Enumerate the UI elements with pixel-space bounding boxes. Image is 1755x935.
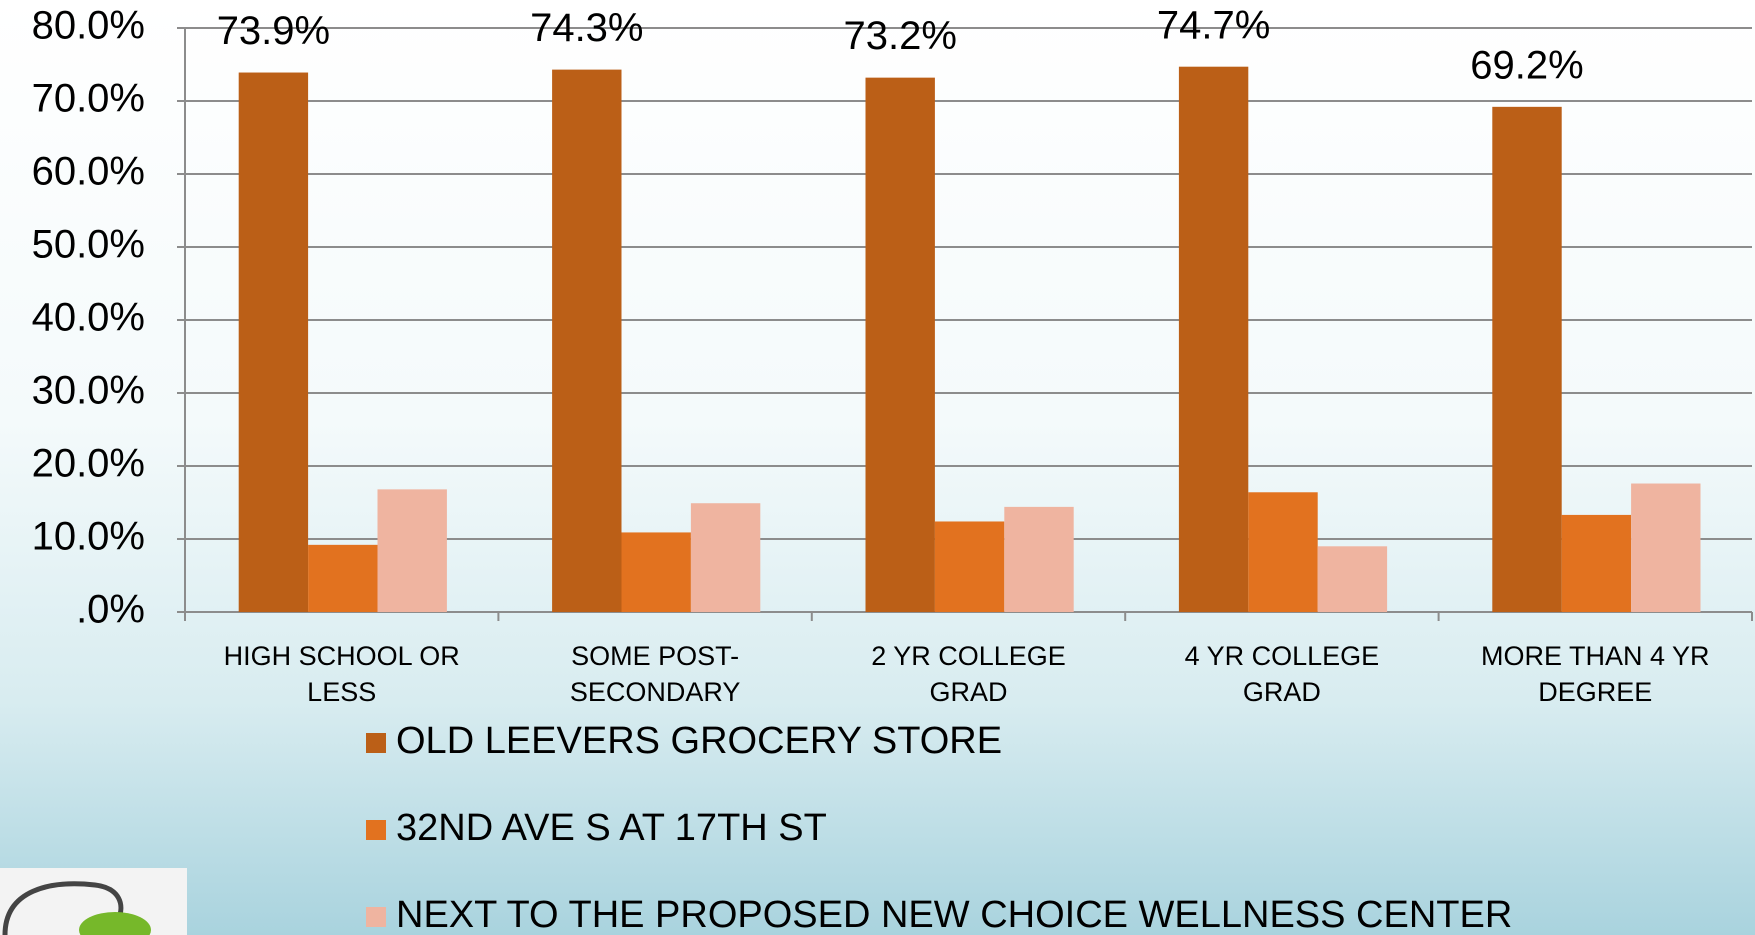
data-label: 73.9% xyxy=(217,9,330,53)
data-label: 74.7% xyxy=(1157,3,1270,47)
y-tick-label: 80.0% xyxy=(32,4,145,48)
y-tick-label: 60.0% xyxy=(32,150,145,194)
legend-swatch xyxy=(366,820,386,840)
bar xyxy=(1178,66,1249,612)
bar xyxy=(377,489,447,612)
bar xyxy=(308,544,378,612)
x-tick-label: HIGH SCHOOL OR LESS xyxy=(223,641,460,707)
bar xyxy=(1492,106,1562,612)
legend-swatch xyxy=(366,907,386,927)
logo xyxy=(0,868,187,935)
bar xyxy=(621,532,691,612)
bar xyxy=(552,69,622,613)
x-tick-label: 2 YR COLLEGE GRAD xyxy=(871,641,1066,707)
y-tick-label: 10.0% xyxy=(32,515,145,559)
bar xyxy=(1631,483,1701,612)
legend-label: 32ND AVE S AT 17TH ST xyxy=(396,807,827,849)
bar xyxy=(1004,506,1074,612)
legend-swatch xyxy=(366,733,386,753)
data-label: 73.2% xyxy=(843,14,956,58)
bar xyxy=(1248,492,1318,612)
x-tick-label: 4 YR COLLEGE GRAD xyxy=(1184,641,1380,707)
bar xyxy=(1317,546,1388,612)
bar xyxy=(238,72,309,612)
legend-label: NEXT TO THE PROPOSED NEW CHOICE WELLNESS… xyxy=(396,894,1512,935)
x-tick-label: SOME POST-SECONDARY xyxy=(569,641,741,707)
y-tick-label: 20.0% xyxy=(32,442,145,486)
y-tick-label: 50.0% xyxy=(32,223,145,267)
bar xyxy=(690,503,761,612)
y-tick-label: 70.0% xyxy=(32,77,145,121)
legend-label: OLD LEEVERS GROCERY STORE xyxy=(396,720,1002,762)
data-label: 74.3% xyxy=(530,6,643,50)
y-tick-label: 30.0% xyxy=(32,369,145,413)
y-tick-label: 40.0% xyxy=(32,296,145,340)
bar xyxy=(934,521,1005,612)
bar xyxy=(865,77,935,612)
x-tick-label: MORE THAN 4 YR DEGREE xyxy=(1481,641,1710,707)
bar xyxy=(1561,514,1632,612)
data-label: 69.2% xyxy=(1470,43,1583,87)
y-tick-label: .0% xyxy=(76,588,145,632)
